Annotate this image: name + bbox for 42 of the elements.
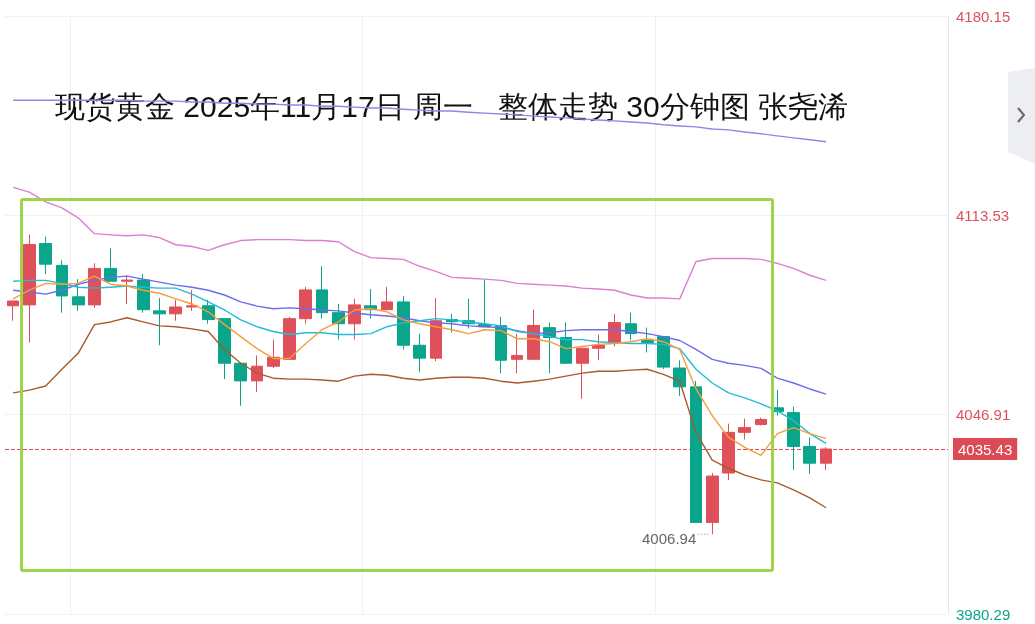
candlestick	[153, 297, 166, 346]
candlestick	[527, 309, 540, 360]
annotation: 4006.94	[642, 529, 697, 547]
candlestick	[706, 472, 719, 535]
candlestick	[7, 300, 19, 322]
candlestick	[299, 286, 312, 325]
candlestick	[234, 362, 247, 407]
candlestick	[397, 295, 410, 350]
candlestick	[316, 265, 328, 320]
y-tick-label: 3980.29	[956, 605, 1011, 623]
candlestick	[690, 380, 702, 523]
candlestick	[560, 322, 572, 365]
candlestick	[755, 417, 767, 426]
candlestick	[381, 286, 393, 311]
y-tick-label: 4113.53	[956, 206, 1010, 224]
candlestick	[23, 234, 36, 344]
line-series	[12, 275, 827, 395]
candlestick	[803, 436, 816, 475]
y-tick-label: 4180.15	[956, 7, 1011, 25]
candlestick	[576, 347, 589, 400]
line-series	[12, 317, 827, 509]
candlestick	[430, 297, 442, 362]
candlestick	[218, 318, 231, 380]
ref-line-label: 4035.43	[958, 440, 1013, 458]
candlestick	[738, 418, 751, 441]
candlestick	[72, 278, 85, 312]
candlestick	[787, 406, 800, 471]
candlestick	[413, 333, 426, 373]
candlestick	[641, 327, 654, 353]
candlestick	[495, 316, 507, 374]
candlestick	[169, 299, 182, 322]
y-tick-label: 4046.91	[956, 406, 1011, 424]
line-series	[12, 186, 827, 300]
candlestick	[592, 334, 605, 361]
candlestick	[267, 339, 280, 369]
candlestick	[673, 359, 686, 397]
candlestick	[283, 316, 296, 360]
candlestick	[121, 274, 133, 305]
candlestick	[39, 236, 52, 275]
candlestick	[186, 289, 198, 312]
candlestick	[251, 354, 263, 393]
candlestick	[511, 333, 523, 374]
